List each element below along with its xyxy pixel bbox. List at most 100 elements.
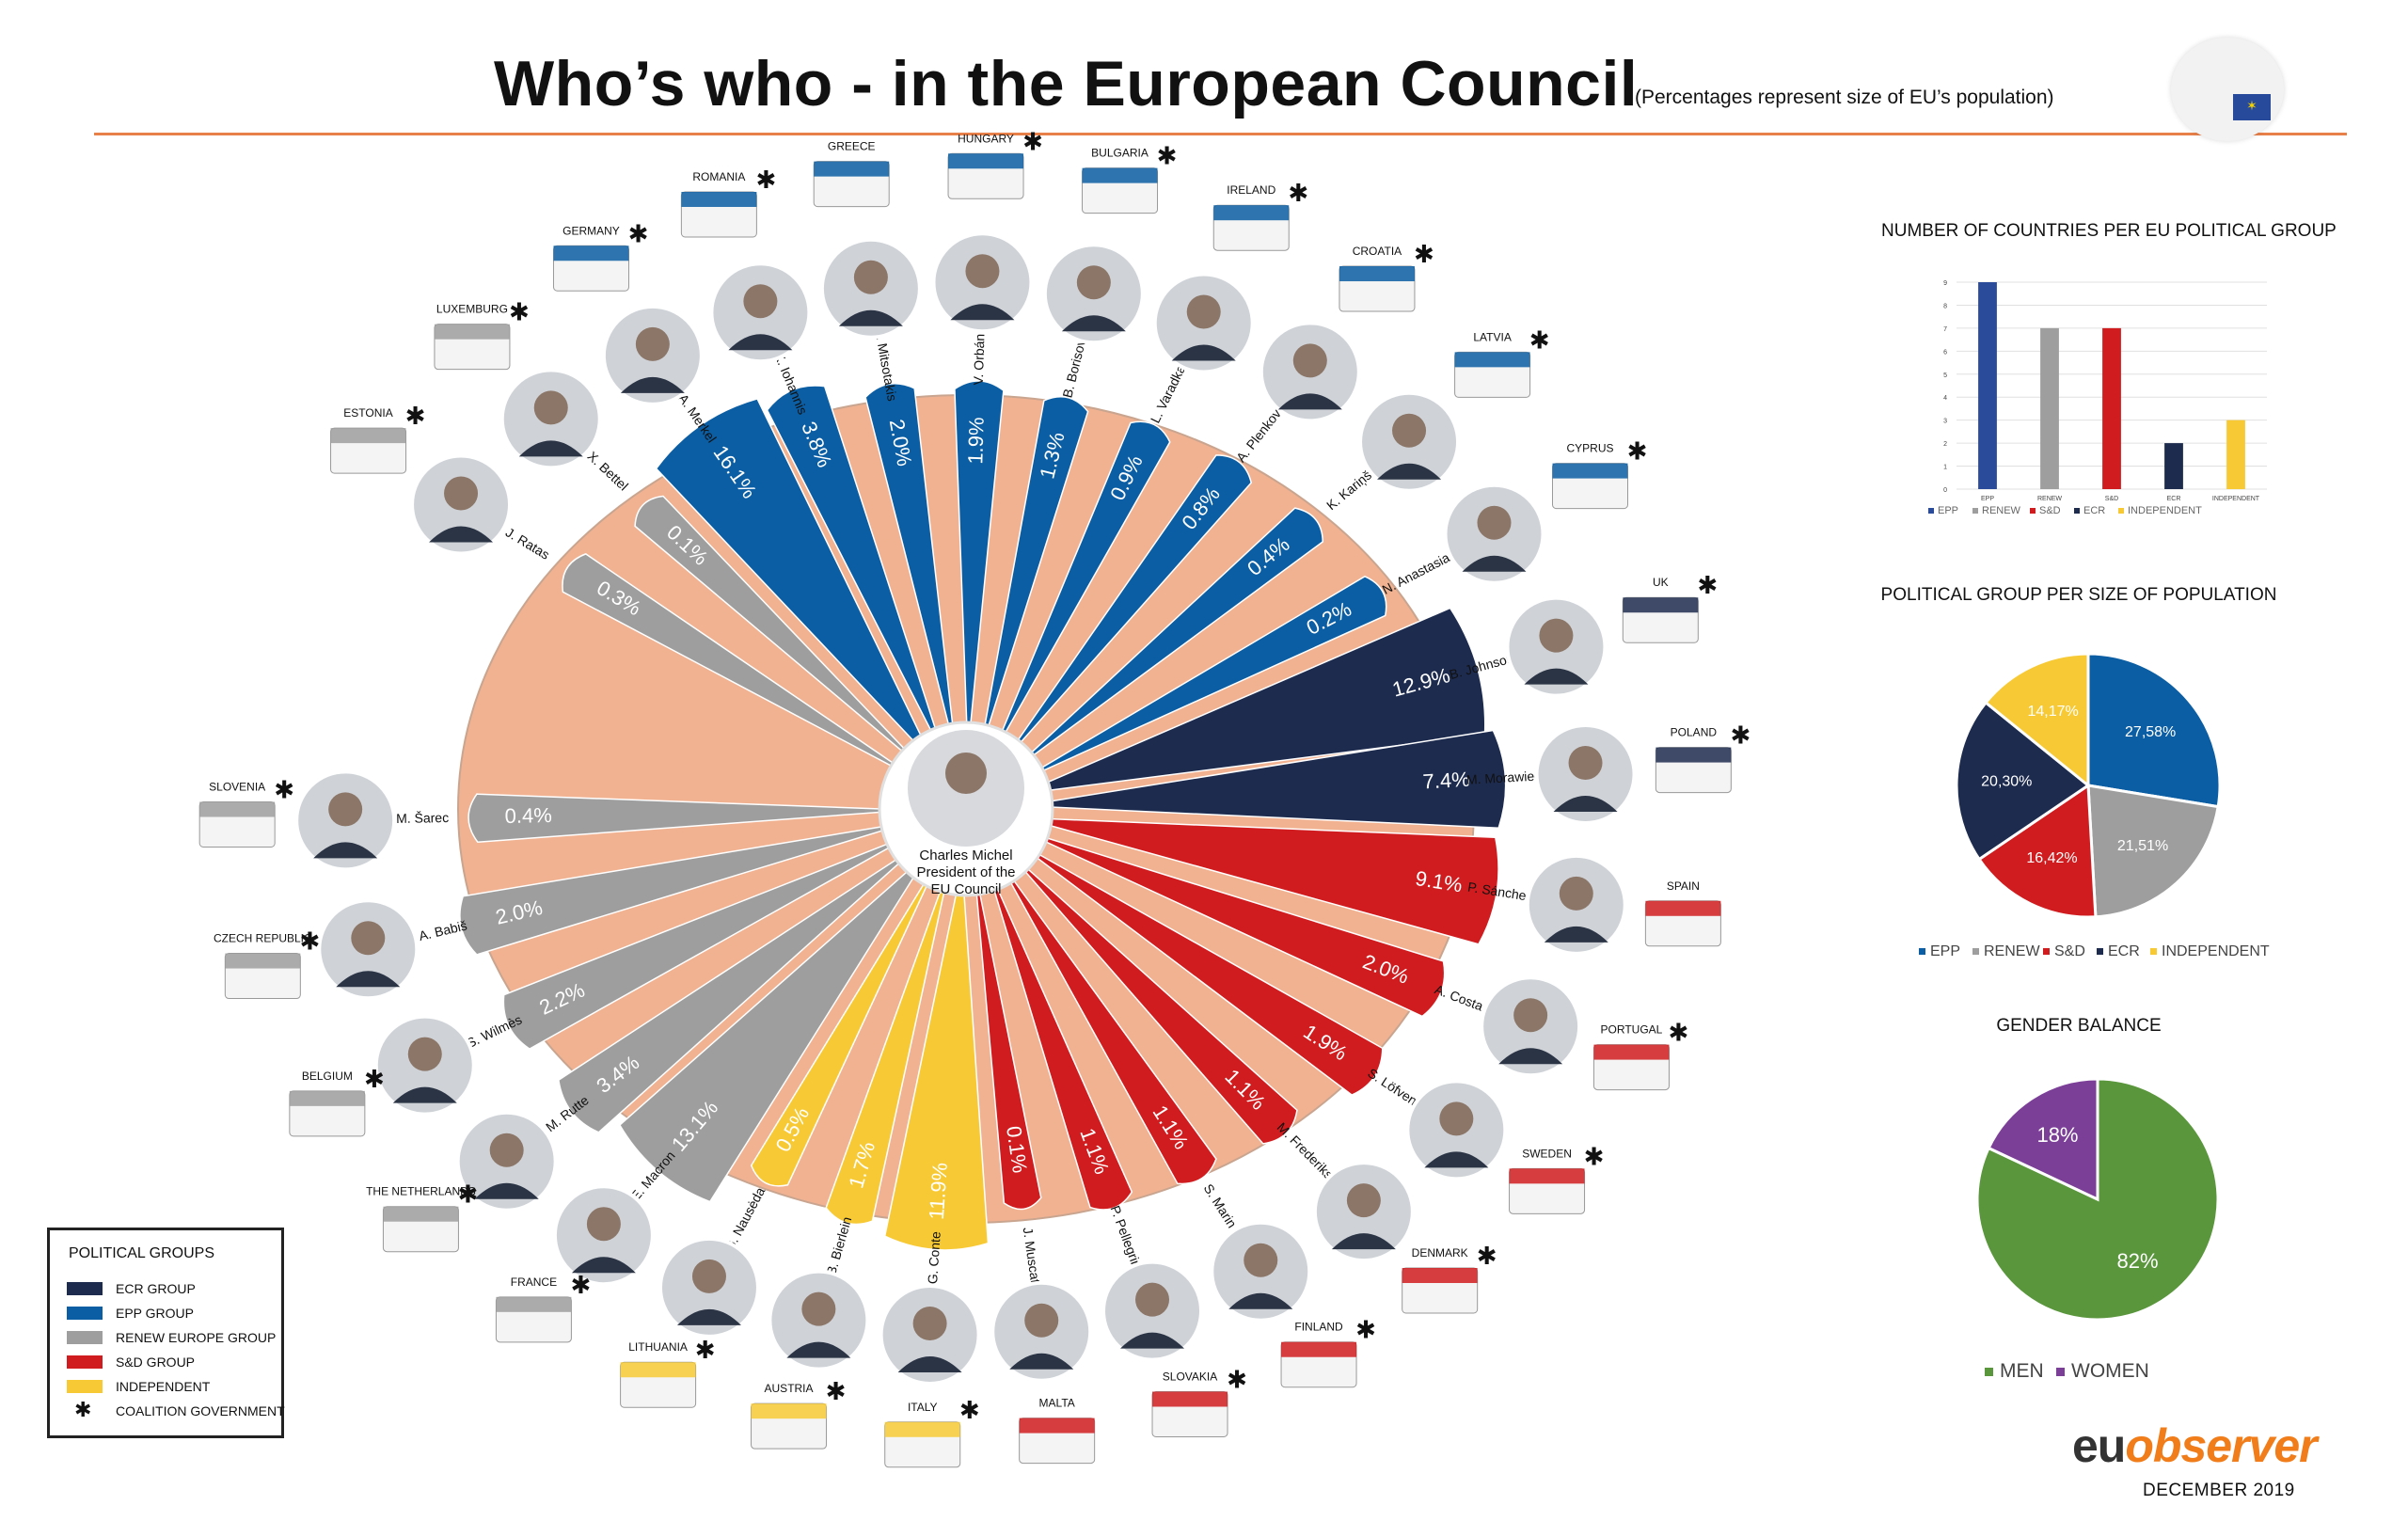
leader-name-label: S. Löfven — [1365, 1065, 1419, 1108]
portrait-head — [1568, 746, 1603, 781]
portrait-body — [1544, 926, 1608, 943]
radial-bar-italy — [883, 864, 990, 1251]
page-title: Who’s who - in the European Council — [494, 48, 1639, 119]
country-label: CROATIA — [1353, 245, 1402, 258]
legend-swatch — [1928, 508, 1934, 514]
legend-label: RENEW — [1984, 943, 2040, 959]
legend-swatch — [67, 1355, 103, 1369]
page-subtitle: (Percentages represent size of EU’s popu… — [1635, 87, 2054, 108]
population-pie-chart: 27,58% 21,51% 16,42% 20,30% 14,17% EPP RENEW S&… — [1919, 652, 2270, 959]
pie-slice — [2086, 652, 2222, 809]
radial-bar-portugal — [1018, 828, 1446, 1018]
portrait-body — [1424, 1151, 1489, 1168]
asterisk-icon: ✱ — [1288, 179, 1308, 207]
portrait-body — [1120, 1332, 1185, 1349]
asterisk-icon: ✱ — [1227, 1365, 1247, 1393]
x-tick-label: RENEW — [2037, 496, 2062, 502]
legend-swatch — [2056, 1368, 2065, 1376]
portrait-body — [313, 842, 378, 859]
legend-swatch — [2118, 508, 2124, 514]
radial-bar-czech-republic — [459, 820, 911, 956]
portrait-head — [1135, 1282, 1170, 1317]
brand-part-observer: observer — [2125, 1419, 2317, 1472]
portrait-head — [1477, 505, 1512, 540]
legend-label: COALITION GOVERNMENT — [116, 1403, 285, 1418]
portrait-body — [1553, 796, 1618, 813]
portrait-body — [1331, 1233, 1396, 1250]
country-label: IRELAND — [1227, 183, 1275, 197]
portrait-head — [328, 792, 363, 827]
flag-stripe — [681, 191, 757, 207]
portrait-body — [518, 440, 583, 457]
bar-sd — [2102, 327, 2121, 489]
eu-flag-icon: ✶ — [2233, 94, 2271, 120]
portrait-body — [676, 1308, 741, 1325]
flag-stripe — [330, 428, 406, 444]
radial-bar-cyprus — [1015, 575, 1387, 784]
country-label: THE NETHERLANDS — [366, 1185, 476, 1198]
legend-label: ECR — [2108, 943, 2140, 959]
flag-stripe — [289, 1090, 365, 1106]
radial-bar-slovakia — [985, 861, 1133, 1211]
portrait-head — [351, 921, 386, 956]
flag-stripe — [1593, 1044, 1670, 1060]
portrait-head — [743, 284, 778, 319]
y-tick-label: 5 — [1943, 372, 1947, 379]
country-label: BELGIUM — [302, 1069, 353, 1083]
legend-swatch — [67, 1282, 103, 1295]
gender-pie-chart: 82% 18% MEN WOMEN — [1975, 1077, 2220, 1382]
pie-label: 20,30% — [1981, 774, 2032, 790]
flag-stripe — [814, 161, 890, 177]
asterisk-icon: ✱ — [628, 219, 649, 247]
portrait-body — [429, 526, 494, 543]
x-tick-label: INDEPENDENT — [2212, 496, 2260, 502]
flag-stripe — [383, 1206, 459, 1222]
leader-name-label: S. Marin — [1201, 1181, 1241, 1231]
radial-bar-finland — [995, 856, 1217, 1185]
legend-swatch — [67, 1380, 103, 1393]
political-groups-legend: POLITICAL GROUPS ECR GROUP EPP GROUP REN… — [47, 1228, 285, 1438]
portrait-body — [1171, 344, 1236, 361]
euobserver-logo[interactable]: euobserver — [2072, 1418, 2318, 1473]
countries-chart-title: NUMBER OF COUNTRIES PER EU POLITICAL GRO… — [1881, 221, 2337, 241]
radial-bar-poland — [1022, 729, 1507, 830]
pie-slice — [2086, 784, 2220, 919]
y-tick-label: 6 — [1943, 349, 1947, 356]
legend-label: RENEW — [1982, 505, 2021, 516]
asterisk-icon: ✱ — [1355, 1316, 1376, 1344]
country-label: MALTA — [1039, 1397, 1075, 1410]
x-tick-label: ECR — [2167, 496, 2181, 502]
asterisk-icon: ✱ — [1477, 1242, 1497, 1270]
flag-stripe — [553, 246, 629, 261]
portrait-body — [1377, 463, 1442, 480]
y-tick-label: 1 — [1943, 465, 1947, 471]
publication-date: DECEMBER 2019 — [2143, 1481, 2295, 1500]
country-label: FRANCE — [511, 1275, 557, 1289]
y-tick-label: 4 — [1943, 395, 1947, 402]
portrait-body — [1524, 668, 1589, 685]
x-tick-label: S&D — [2105, 496, 2118, 502]
eu-council-logo: ✶ — [2171, 38, 2284, 141]
portrait-head — [489, 1133, 524, 1167]
flag-stripe — [1213, 205, 1290, 221]
portrait-head — [1513, 998, 1548, 1033]
radial-bar-uk — [1020, 607, 1486, 795]
radial-bar-spain — [1022, 816, 1499, 945]
country-label: BULGARIA — [1091, 147, 1149, 160]
radial-bar-ireland — [990, 420, 1171, 759]
portrait-body — [336, 971, 401, 988]
country-label: ITALY — [908, 1401, 938, 1414]
asterisk-icon: ✱ — [405, 402, 426, 430]
leader-name-label: B. Bierlein — [823, 1215, 854, 1277]
country-label: AUSTRIA — [765, 1382, 814, 1395]
portrait-body — [474, 1182, 539, 1199]
legend-swatch — [67, 1331, 103, 1344]
radial-bar-malta — [973, 864, 1042, 1211]
legend-swatch — [1985, 1368, 1993, 1376]
radial-bar-austria — [825, 863, 952, 1226]
legend-label: INDEPENDENT — [2162, 943, 2270, 959]
asterisk-icon: ✱ — [1730, 721, 1751, 750]
portrait-body — [1061, 315, 1126, 332]
country-label: FINLAND — [1294, 1321, 1343, 1334]
country-label: SWEDEN — [1522, 1147, 1572, 1160]
